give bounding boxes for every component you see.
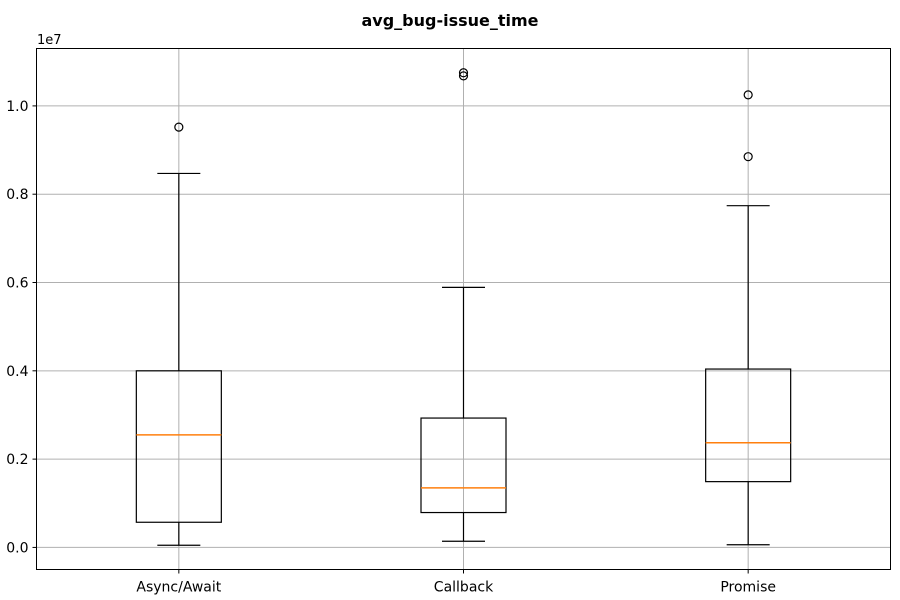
iqr-box <box>705 368 792 483</box>
x-axis: Async/Await Callback Promise <box>136 569 776 596</box>
outlier-point <box>458 71 469 81</box>
y-axis: 0.0 0.2 0.4 0.6 0.8 1.0 <box>6 99 37 556</box>
y-tick-label: 0.2 <box>6 452 28 468</box>
x-tick-label: Async/Await <box>136 580 221 596</box>
box-group <box>705 90 792 546</box>
y-tick-label: 0.6 <box>6 276 28 292</box>
outlier-point <box>458 68 469 78</box>
outlier-point <box>743 90 753 100</box>
iqr-box <box>420 417 507 514</box>
box-group <box>420 68 507 542</box>
x-tick-label: Callback <box>434 580 494 596</box>
box-group <box>135 122 222 546</box>
chart-title: avg_bug-issue_time <box>361 11 538 30</box>
y-tick-label: 1.0 <box>6 99 28 115</box>
y-tick-label: 0.0 <box>6 540 28 556</box>
box-series <box>135 68 792 546</box>
y-tick-label: 0.8 <box>6 187 28 203</box>
iqr-box <box>135 370 222 523</box>
outlier-point <box>174 122 184 132</box>
outlier-point <box>743 152 753 162</box>
x-tick-label: Promise <box>720 580 776 596</box>
y-axis-offset-label: 1e7 <box>37 33 62 48</box>
y-tick-label: 0.4 <box>6 364 28 380</box>
